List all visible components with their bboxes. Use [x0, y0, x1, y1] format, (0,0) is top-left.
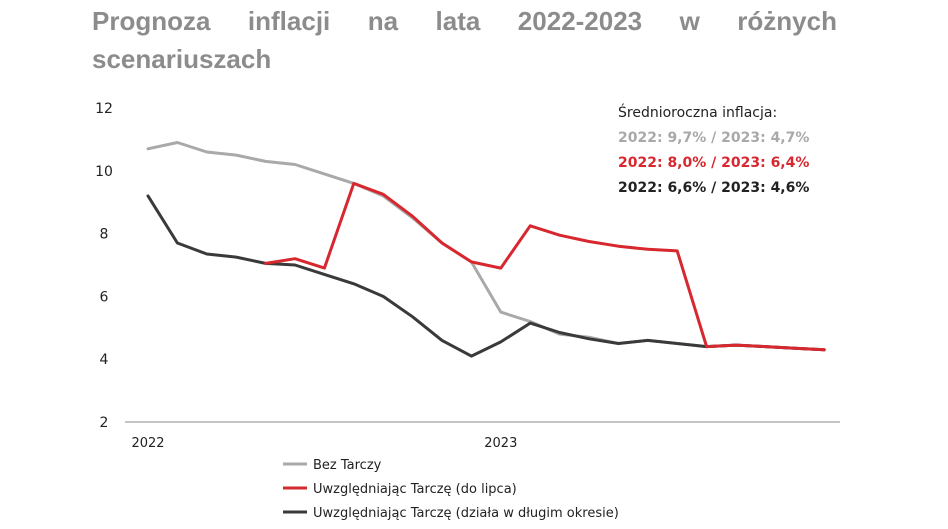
chart-title: Prognoza inflacji na lata 2022-2023 w ró… [92, 6, 837, 74]
x-tick-label: 2022 [131, 436, 164, 451]
annotation-box: Średnioroczna inflacja: 2022: 9,7% / 2023… [618, 103, 809, 196]
series-line-2 [264, 181, 826, 352]
x-tick-label: 2023 [484, 436, 517, 451]
annotation-heading: Średnioroczna inflacja: [618, 103, 777, 121]
y-tick-label: 10 [95, 164, 113, 180]
y-tick-label: 12 [95, 101, 113, 117]
annotation-line: 2022: 9,7% / 2023: 4,7% [618, 130, 809, 146]
series-line-3 [146, 194, 826, 358]
y-tick-label: 4 [100, 352, 109, 368]
y-tick-label: 8 [100, 227, 109, 243]
series-line-1 [146, 141, 826, 352]
annotation-line: 2022: 6,6% / 2023: 4,6% [618, 180, 809, 196]
series-layer [146, 141, 826, 358]
legend-label: Uwzględniając Tarczę (do lipca) [313, 482, 517, 497]
annotation-line: 2022: 8,0% / 2023: 6,4% [618, 155, 809, 171]
y-tick-label: 6 [100, 289, 109, 305]
y-tick-label: 2 [100, 415, 109, 431]
legend: Bez Tarczy Uwzględniając Tarczę (do lipca… [283, 458, 619, 521]
legend-label: Bez Tarczy [313, 458, 382, 473]
legend-label: Uwzględniając Tarczę (działa w długim ok… [313, 506, 619, 521]
axes: 12 10 8 6 4 2 2022 2023 [95, 101, 840, 451]
